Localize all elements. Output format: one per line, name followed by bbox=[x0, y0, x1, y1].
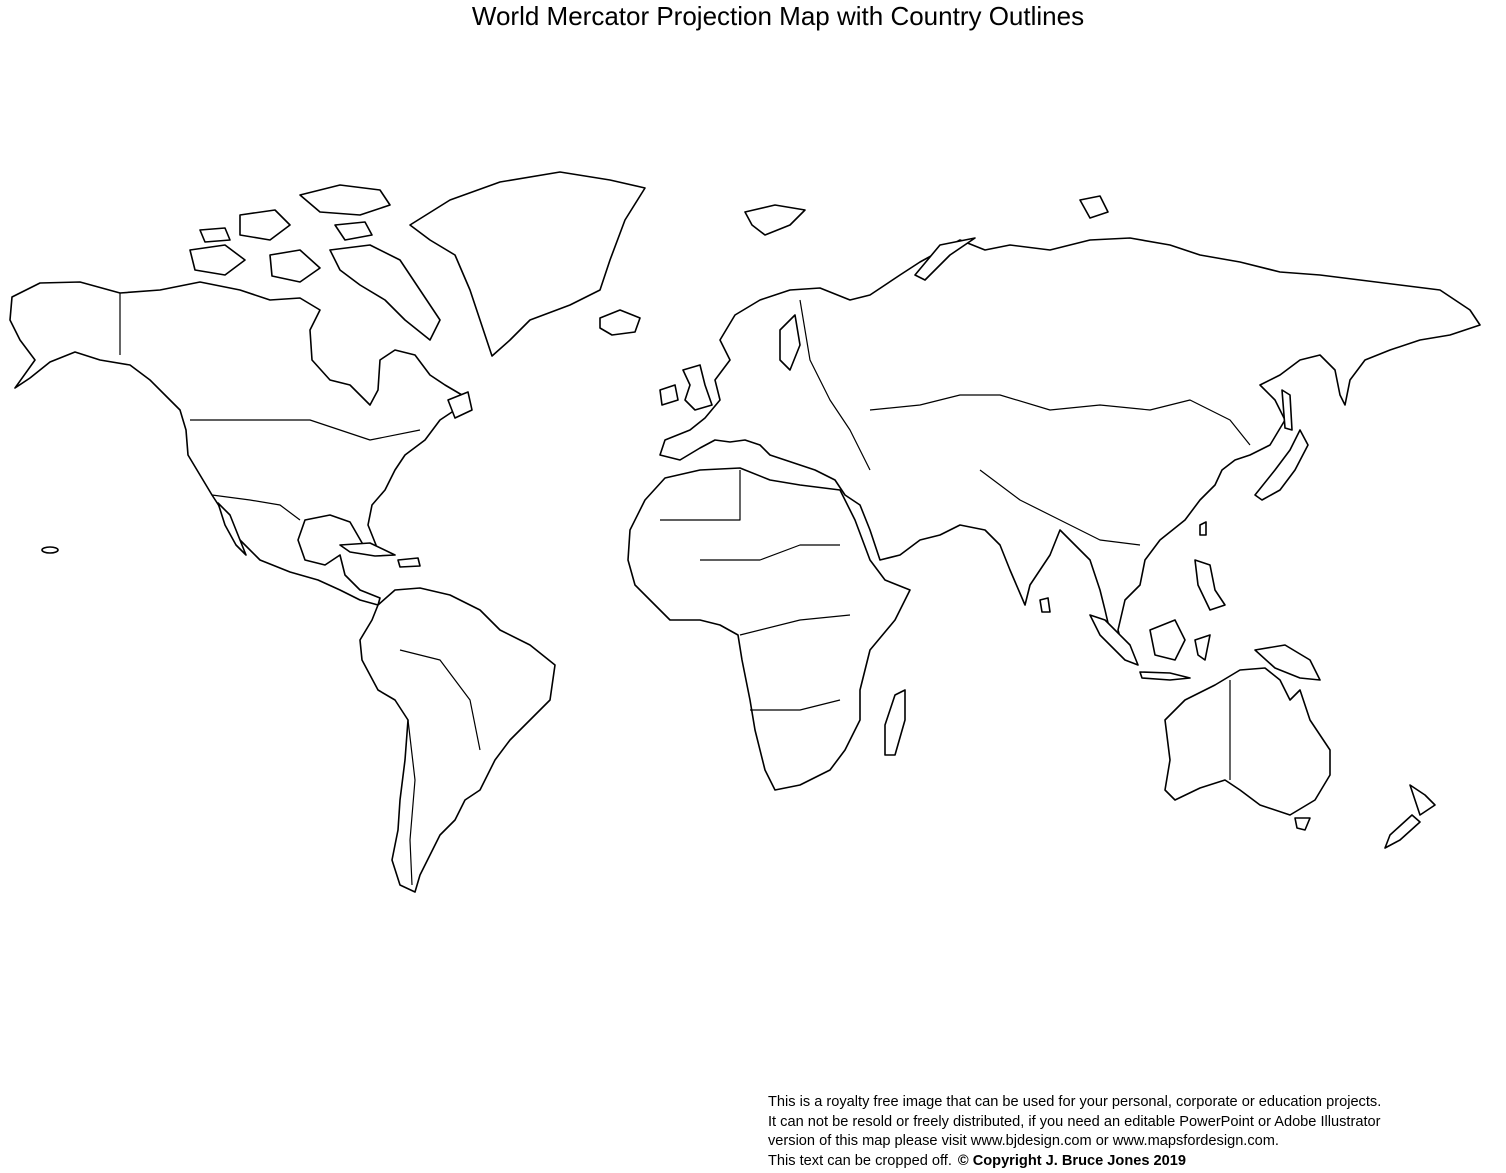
greenland bbox=[409, 171, 646, 357]
sakhalin bbox=[1281, 389, 1293, 431]
novaya-zemlya bbox=[914, 237, 976, 281]
great-britain bbox=[682, 364, 713, 411]
arctic-island bbox=[189, 244, 246, 276]
new-zealand-south bbox=[1384, 814, 1421, 849]
footer-crop-note: This text can be cropped off. bbox=[768, 1152, 952, 1169]
map-title: World Mercator Projection Map with Count… bbox=[471, 1, 1085, 31]
hispaniola bbox=[397, 557, 421, 568]
arctic-island bbox=[239, 209, 291, 241]
copyright-text: © Copyright J. Bruce Jones 2019 bbox=[957, 1152, 1187, 1169]
africa-borders bbox=[700, 544, 840, 561]
russia-kazakhstan-mongolia-china-border bbox=[869, 394, 1251, 446]
africa-borders bbox=[750, 699, 841, 711]
footer-line: This is a royalty free image that can be… bbox=[768, 1094, 1382, 1110]
new-zealand-north bbox=[1409, 784, 1436, 816]
madagascar bbox=[884, 689, 906, 756]
sulawesi bbox=[1194, 634, 1211, 661]
africa-borders bbox=[739, 614, 851, 636]
baja-california bbox=[217, 502, 247, 556]
borneo bbox=[1149, 619, 1186, 661]
chile-argentina-border bbox=[407, 719, 416, 886]
arctic-island bbox=[269, 249, 321, 283]
world-map bbox=[9, 171, 1481, 893]
us-canada-border bbox=[190, 419, 421, 441]
sri-lanka bbox=[1039, 597, 1051, 613]
footer-line: It can not be resold or freely distribut… bbox=[768, 1113, 1381, 1130]
sahara-borders bbox=[660, 470, 741, 521]
hawaii-islands bbox=[41, 546, 59, 554]
severnaya-zemlya bbox=[1079, 195, 1109, 219]
australia bbox=[1164, 667, 1331, 816]
java bbox=[1139, 671, 1191, 681]
tasmania bbox=[1294, 817, 1311, 831]
ireland bbox=[659, 384, 679, 406]
cuba bbox=[339, 542, 396, 557]
china-south-border bbox=[979, 469, 1141, 546]
japan bbox=[1254, 429, 1309, 501]
south-america-borders bbox=[399, 649, 481, 751]
us-mexico-border bbox=[211, 494, 301, 521]
arctic-island bbox=[299, 184, 391, 216]
arctic-island bbox=[199, 227, 231, 243]
baffin-island bbox=[329, 244, 441, 341]
newfoundland bbox=[447, 391, 473, 419]
arctic-island bbox=[334, 221, 373, 241]
philippines bbox=[1194, 559, 1226, 611]
south-america bbox=[359, 587, 556, 893]
taiwan bbox=[1199, 521, 1207, 536]
copyright-notice: This is a royalty free image that can be… bbox=[768, 1093, 1381, 1171]
sumatra bbox=[1089, 614, 1139, 666]
north-america bbox=[9, 281, 463, 606]
europe-russia-border bbox=[799, 299, 871, 471]
new-guinea bbox=[1254, 644, 1321, 681]
iceland bbox=[599, 309, 641, 336]
scandinavia-gulf bbox=[779, 314, 801, 371]
africa bbox=[627, 467, 911, 791]
footer-line: This text can be cropped off. © Copyright… bbox=[768, 1152, 1381, 1172]
footer-line: version of this map please visit www.bjd… bbox=[768, 1133, 1279, 1149]
svalbard bbox=[744, 204, 806, 236]
